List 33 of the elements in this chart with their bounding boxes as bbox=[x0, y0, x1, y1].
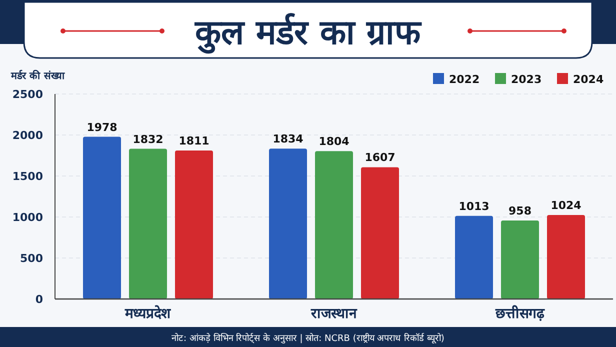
chart-title: कुल मर्डर का ग्राफ bbox=[194, 12, 423, 54]
bar bbox=[269, 148, 307, 299]
legend-label: 2024 bbox=[573, 73, 604, 86]
x-tick-label: छत्तीसगढ़ bbox=[494, 305, 546, 322]
y-tick-label: 2000 bbox=[12, 129, 44, 142]
bar bbox=[455, 216, 493, 299]
y-tick-label: 1000 bbox=[12, 211, 44, 224]
data-label: 1834 bbox=[272, 132, 304, 146]
y-tick-label: 0 bbox=[35, 293, 44, 306]
bar bbox=[547, 215, 585, 299]
data-label: 958 bbox=[508, 204, 532, 218]
bar bbox=[129, 148, 167, 299]
bar bbox=[361, 167, 399, 299]
data-label: 1832 bbox=[132, 132, 164, 146]
y-tick-label: 500 bbox=[20, 252, 44, 265]
bar bbox=[175, 150, 213, 299]
y-tick-label: 1500 bbox=[12, 170, 44, 183]
data-label: 1804 bbox=[318, 135, 350, 148]
x-tick-label: मध्यप्रदेश bbox=[124, 305, 171, 322]
data-label: 1024 bbox=[550, 199, 582, 212]
data-label: 1013 bbox=[458, 200, 490, 213]
y-axis-title: मर्डर की संख्या bbox=[10, 69, 65, 82]
data-label: 1607 bbox=[364, 151, 396, 164]
data-label: 1978 bbox=[86, 120, 118, 134]
bar bbox=[501, 220, 539, 299]
legend-label: 2023 bbox=[511, 73, 542, 86]
legend-label: 2022 bbox=[449, 73, 480, 86]
bar bbox=[315, 151, 353, 299]
text: नोट: आंकड़े विभिन रिपोर्ट्स के अनुसार | स्रोत: NCRB (राष्ट्रीय अपराध रिकॉर्ड ब्यूरो) bbox=[172, 332, 444, 344]
data-label: 1811 bbox=[178, 134, 210, 148]
y-tick-label: 2500 bbox=[12, 88, 44, 101]
x-tick-label: राजस्थान bbox=[310, 306, 358, 322]
bar bbox=[83, 136, 121, 299]
